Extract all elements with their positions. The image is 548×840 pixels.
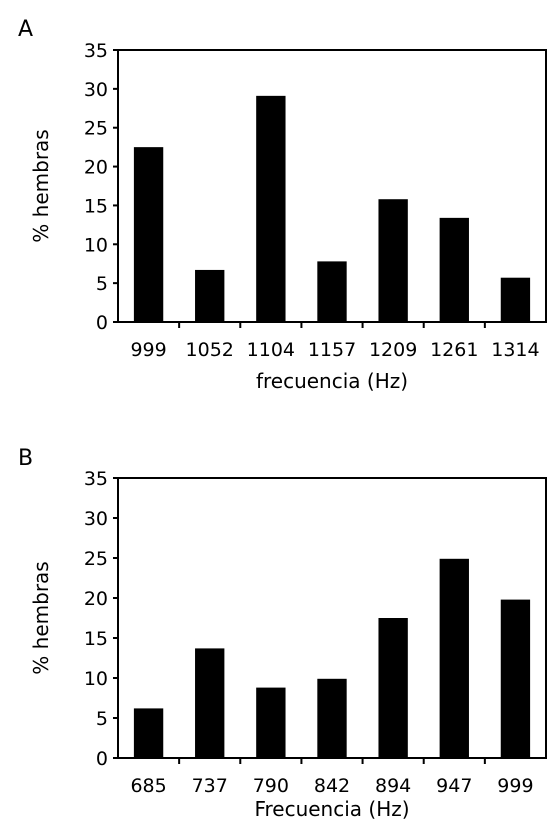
- x-axis-title: Frecuencia (Hz): [254, 797, 409, 821]
- x-category-label: 1314: [491, 339, 539, 361]
- bar: [378, 618, 408, 758]
- y-tick-label: 15: [84, 628, 108, 650]
- bar: [317, 678, 347, 758]
- y-tick-label: 15: [84, 195, 108, 217]
- x-category-label: 685: [130, 775, 166, 797]
- bar: [317, 261, 347, 322]
- bar: [439, 558, 469, 758]
- bar: [133, 147, 164, 322]
- bar: [256, 687, 286, 758]
- y-tick-label: 35: [84, 40, 108, 62]
- y-tick-label: 10: [84, 668, 108, 690]
- bar: [133, 708, 164, 758]
- x-category-label: 1209: [369, 339, 417, 361]
- x-category-label: 999: [497, 775, 533, 797]
- y-tick-label: 10: [84, 234, 108, 256]
- y-tick-label: 30: [84, 508, 108, 530]
- bar: [378, 199, 408, 322]
- y-tick-label: 25: [84, 548, 108, 570]
- y-tick-label: 5: [96, 708, 108, 730]
- x-category-label: 894: [375, 775, 411, 797]
- y-tick-label: 0: [96, 748, 108, 770]
- x-category-label: 1157: [308, 339, 356, 361]
- x-category-label: 1052: [186, 339, 234, 361]
- x-category-label: 1104: [247, 339, 295, 361]
- bar: [195, 648, 225, 758]
- chart-panel-a: A 0 5 10 15 20 25 30 35 999 1052 1104 1157 1209 1261 13…: [18, 17, 547, 393]
- x-category-label: 999: [130, 339, 166, 361]
- chart-panel-b: B 0 5 10 15 20 25 30 35 685 737 790 842 894 947 999 Frec…: [18, 446, 547, 821]
- x-category-label: 947: [436, 775, 472, 797]
- y-tick-label: 5: [96, 273, 108, 295]
- y-tick-label: 20: [84, 157, 108, 179]
- x-category-label: 842: [314, 775, 350, 797]
- bar: [500, 277, 531, 322]
- x-category-label: 737: [192, 775, 228, 797]
- y-tick-label: 0: [96, 312, 108, 334]
- y-axis-title: % hembras: [29, 561, 53, 674]
- x-category-label: 790: [253, 775, 289, 797]
- y-tick-label: 20: [84, 588, 108, 610]
- x-axis-title: frecuencia (Hz): [256, 369, 408, 393]
- bar: [195, 269, 225, 322]
- bar: [256, 95, 286, 322]
- bar: [439, 217, 469, 322]
- panel-label: B: [18, 446, 33, 471]
- y-tick-label: 35: [84, 468, 108, 490]
- y-axis-title: % hembras: [29, 129, 53, 242]
- y-tick-label: 25: [84, 118, 108, 140]
- panel-label: A: [18, 17, 33, 42]
- x-category-label: 1261: [430, 339, 478, 361]
- y-tick-label: 30: [84, 79, 108, 101]
- bar: [500, 599, 531, 758]
